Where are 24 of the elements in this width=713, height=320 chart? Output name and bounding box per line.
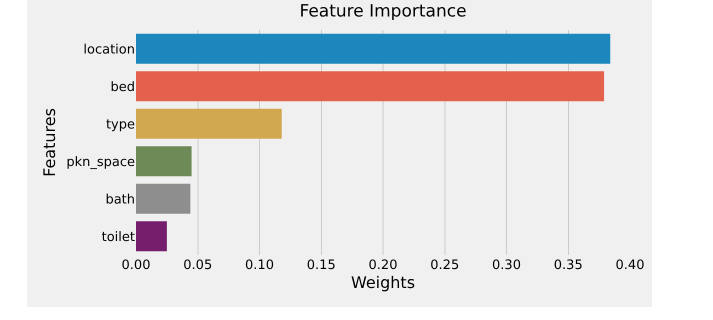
y-tick-label: bath: [105, 192, 135, 208]
y-tick-label: pkn_space: [66, 154, 135, 170]
x-tick-label: 0.20: [368, 258, 398, 273]
y-tick-label: type: [106, 117, 135, 132]
y-tick-label: location: [83, 42, 135, 58]
bar: [136, 146, 192, 176]
x-tick-label: 0.15: [306, 258, 336, 273]
x-tick-label: 0.35: [554, 258, 583, 273]
bar: [136, 221, 167, 252]
y-tick-label: toilet: [102, 230, 135, 245]
x-tick-label: 0.10: [245, 258, 274, 273]
x-tick-label: 0.00: [122, 258, 150, 273]
x-tick-label: 0.30: [492, 258, 521, 273]
x-axis-title: Weights: [350, 273, 416, 292]
y-tick-label: bed: [110, 80, 135, 95]
bar: [136, 71, 604, 102]
x-tick-label: 0.25: [430, 258, 460, 273]
bar: [136, 34, 610, 64]
x-tick-label: 0.05: [183, 258, 212, 273]
x-tick-label: 0.40: [616, 258, 644, 273]
bar: [136, 108, 282, 139]
bar: [136, 184, 190, 214]
chart-title: Feature Importance: [299, 2, 467, 22]
y-axis-title: Features: [40, 108, 60, 177]
